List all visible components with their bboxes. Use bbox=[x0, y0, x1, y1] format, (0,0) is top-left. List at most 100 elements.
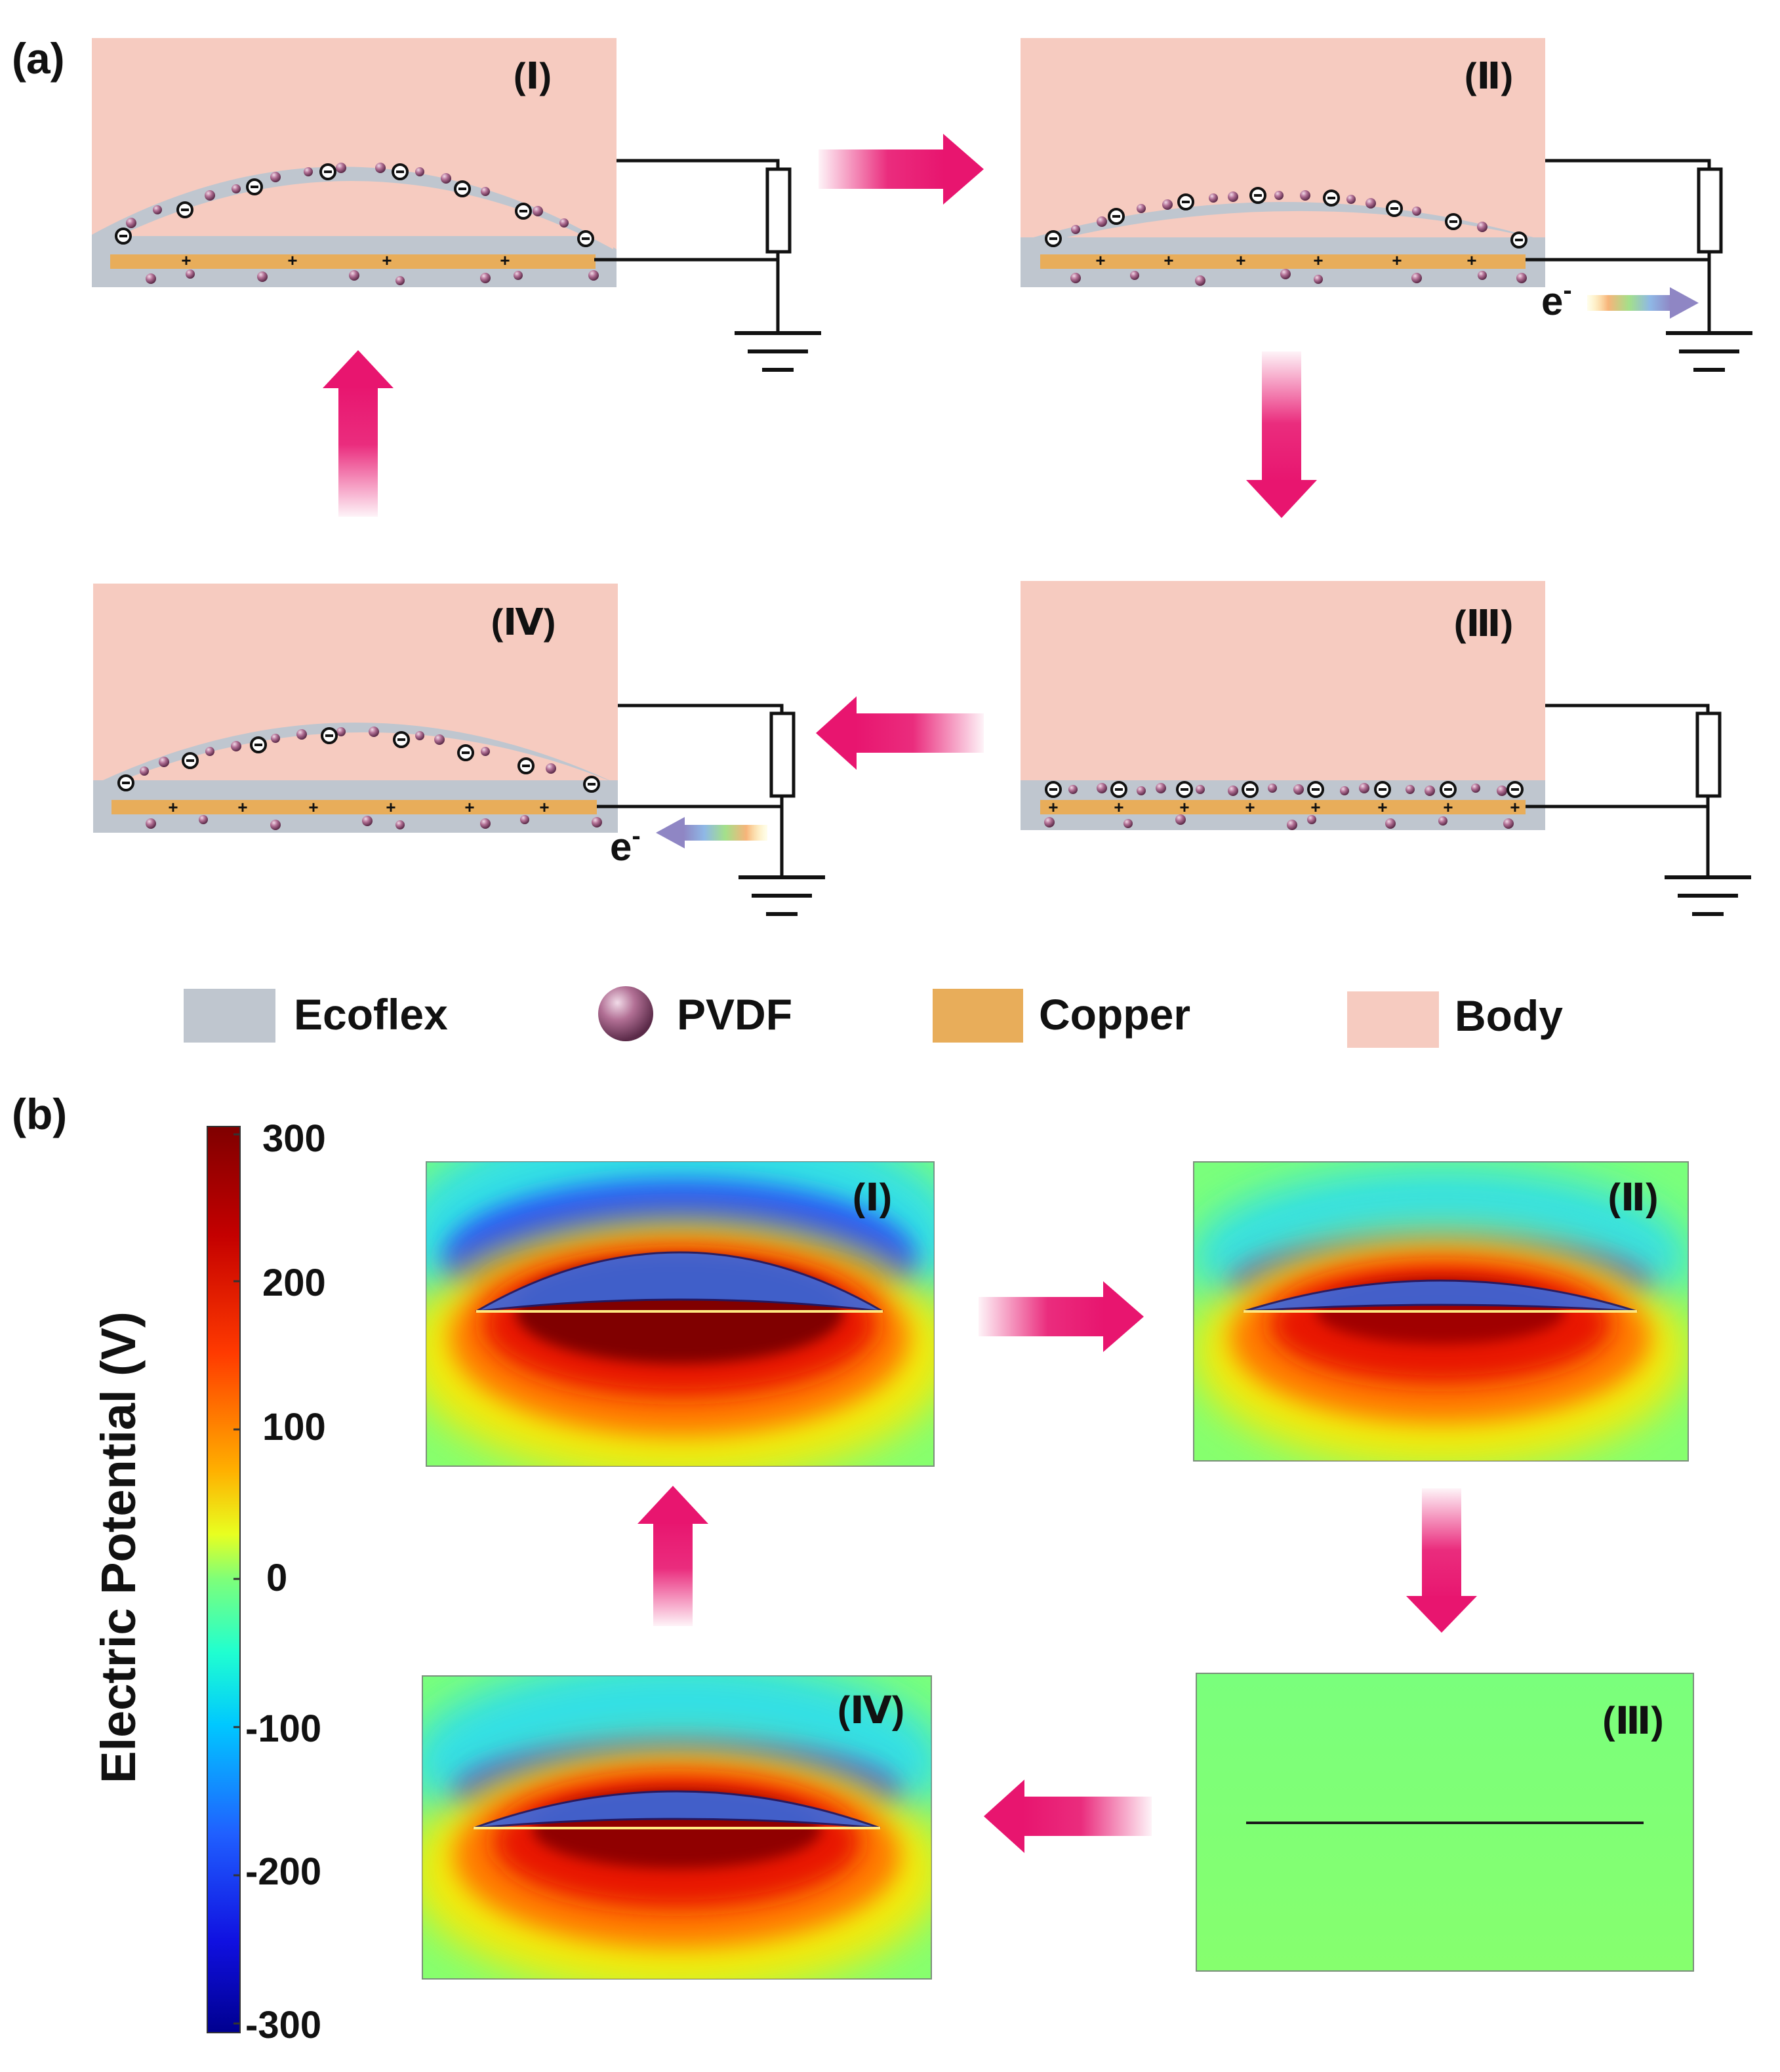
stage-diagram-III: + + + + + + + + (Ⅲ) bbox=[1021, 581, 1751, 916]
electron-superscript: - bbox=[632, 822, 640, 850]
potential-map-IV: (Ⅳ) bbox=[422, 1675, 932, 1980]
process-arrow-down-b bbox=[1406, 1488, 1477, 1633]
circuit bbox=[594, 159, 792, 333]
colorbar-title: Electric Potential (V) bbox=[91, 1311, 146, 1783]
svg-text:+: + bbox=[1048, 797, 1058, 817]
process-arrow-right-b bbox=[979, 1281, 1144, 1352]
stage-label-IV: (Ⅳ) bbox=[491, 601, 556, 643]
svg-text:+: + bbox=[539, 797, 549, 817]
svg-text:+: + bbox=[181, 250, 191, 270]
process-arrow-up-b bbox=[637, 1486, 708, 1626]
positive-charges: + + + + + + bbox=[1095, 250, 1476, 270]
potential-map-II: (Ⅱ) bbox=[1193, 1161, 1689, 1462]
legend-label-copper: Copper bbox=[1039, 990, 1190, 1039]
positive-charges: + + + + + + bbox=[168, 797, 549, 817]
electron-label: e bbox=[610, 825, 632, 869]
colorbar-tick-label: -100 bbox=[245, 1707, 321, 1750]
body-cavity bbox=[1027, 201, 1541, 237]
colorbar-tick-label: -300 bbox=[245, 2004, 321, 2046]
copper-electrode bbox=[111, 800, 597, 814]
svg-text:+: + bbox=[1443, 797, 1453, 817]
svg-text:+: + bbox=[1310, 797, 1320, 817]
svg-text:e-: e- bbox=[1541, 276, 1572, 323]
svg-text:+: + bbox=[1392, 250, 1402, 270]
negative-signs bbox=[122, 734, 596, 786]
svg-text:+: + bbox=[1510, 797, 1520, 817]
ground-icon bbox=[1666, 331, 1752, 372]
ground-icon bbox=[1665, 875, 1751, 916]
colorbar-tick-label: 0 bbox=[266, 1557, 287, 1599]
legend-label-ecoflex: Ecoflex bbox=[294, 990, 448, 1039]
colorbar-ticks bbox=[233, 1133, 240, 2025]
svg-text:+: + bbox=[287, 250, 297, 270]
map-label-III: (Ⅲ) bbox=[1602, 1700, 1663, 1742]
body-cavity bbox=[100, 721, 614, 780]
svg-text:+: + bbox=[386, 797, 395, 817]
pvdf-particles bbox=[1070, 190, 1527, 286]
pvdf-particles bbox=[1044, 783, 1514, 830]
svg-text:+: + bbox=[382, 250, 392, 270]
map-label-I: (Ⅰ) bbox=[853, 1176, 892, 1219]
map-label-IV: (Ⅳ) bbox=[838, 1689, 904, 1732]
circuit bbox=[1526, 159, 1723, 333]
svg-text:+: + bbox=[500, 250, 510, 270]
stage-label-I: (Ⅰ) bbox=[514, 55, 552, 96]
colorbar: 300 200 100 0 -100 -200 -300 Electric Po… bbox=[91, 1117, 326, 2046]
process-arrow-right-a bbox=[819, 134, 984, 205]
svg-text:+: + bbox=[237, 797, 247, 817]
svg-text:+: + bbox=[464, 797, 474, 817]
copper-electrode bbox=[110, 254, 596, 269]
colorbar-tick-label: 100 bbox=[262, 1406, 326, 1448]
svg-text:+: + bbox=[1245, 797, 1255, 817]
svg-text:e-: e- bbox=[610, 822, 641, 869]
svg-text:+: + bbox=[1114, 797, 1123, 817]
svg-text:+: + bbox=[308, 797, 318, 817]
legend-swatch-ecoflex bbox=[184, 989, 275, 1043]
copper-electrode bbox=[1040, 254, 1526, 269]
pvdf-particles bbox=[140, 727, 602, 830]
process-arrow-down-a bbox=[1246, 351, 1317, 518]
pvdf-particles bbox=[126, 163, 599, 285]
electron-label: e bbox=[1541, 279, 1563, 323]
legend-label-body: Body bbox=[1455, 991, 1563, 1040]
legend-swatch-copper bbox=[933, 989, 1023, 1043]
circuit bbox=[597, 704, 796, 877]
electron-flow-right: e- bbox=[1541, 276, 1699, 323]
svg-text:+: + bbox=[1163, 250, 1173, 270]
svg-text:+: + bbox=[1236, 250, 1245, 270]
negative-signs bbox=[119, 170, 590, 240]
potential-map-I: (Ⅰ) bbox=[426, 1161, 935, 1467]
stage-diagram-I: + + + + (Ⅰ) bbox=[92, 38, 821, 372]
legend: Ecoflex PVDF Copper Body bbox=[184, 986, 1563, 1048]
colorbar-tick-label: 300 bbox=[262, 1117, 326, 1160]
svg-text:+: + bbox=[168, 797, 178, 817]
map-label-II: (Ⅱ) bbox=[1608, 1176, 1659, 1219]
legend-swatch-body bbox=[1347, 991, 1439, 1048]
colorbar-tick-label: 200 bbox=[262, 1262, 326, 1304]
negative-signs bbox=[1049, 194, 1523, 241]
svg-text:+: + bbox=[1095, 250, 1105, 270]
svg-text:+: + bbox=[1313, 250, 1323, 270]
circuit bbox=[1526, 704, 1722, 877]
process-arrow-left-b bbox=[984, 1780, 1152, 1853]
legend-swatch-pvdf bbox=[598, 986, 653, 1041]
colorbar-tick-label: -200 bbox=[245, 1850, 321, 1893]
electron-superscript: - bbox=[1563, 276, 1571, 305]
arch-film bbox=[97, 723, 615, 791]
stage-diagram-II: + + + + + + (Ⅱ) e- bbox=[1021, 38, 1752, 372]
electron-flow-left: e- bbox=[610, 817, 767, 869]
svg-text:+: + bbox=[1466, 250, 1476, 270]
positive-charges: + + + + bbox=[181, 250, 510, 270]
legend-label-pvdf: PVDF bbox=[677, 990, 792, 1039]
ground-icon bbox=[738, 875, 825, 916]
process-arrow-up-a bbox=[323, 350, 394, 517]
positive-charges: + + + + + + + + bbox=[1048, 797, 1520, 817]
copper-electrode bbox=[1040, 800, 1526, 814]
negative-charges bbox=[117, 727, 600, 793]
ground-icon bbox=[735, 331, 821, 372]
process-arrow-left-a bbox=[816, 696, 984, 770]
svg-text:+: + bbox=[1179, 797, 1189, 817]
arch-film bbox=[95, 170, 613, 250]
stage-diagram-IV: + + + + + + (Ⅳ) e- bbox=[93, 584, 825, 916]
